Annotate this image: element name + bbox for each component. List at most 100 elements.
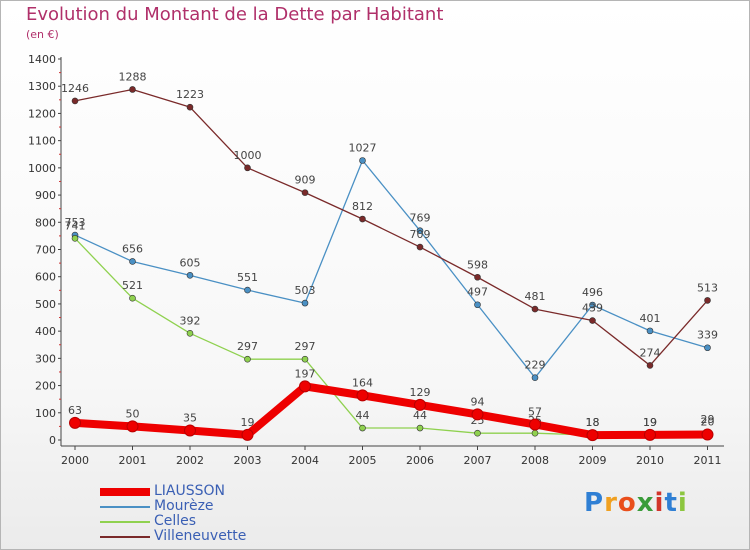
data-label-celles: 297 <box>295 340 316 353</box>
legend-swatch <box>100 521 150 523</box>
logo-letter: t <box>664 488 678 518</box>
data-point-mour-ze <box>646 327 654 335</box>
legend-swatch <box>100 506 150 508</box>
data-point-liausson <box>644 428 656 441</box>
x-tick-label: 2008 <box>521 454 549 467</box>
data-label-villeneuvette: 274 <box>640 346 661 359</box>
data-label-villeneuvette: 709 <box>410 228 431 241</box>
data-label-villeneuvette: 1223 <box>176 88 204 101</box>
data-point-liausson <box>356 389 369 402</box>
data-point-villeneuvette <box>71 97 79 105</box>
y-tick-label: 1000 <box>28 162 56 175</box>
y-tick-label: 900 <box>35 189 56 202</box>
x-tick-label: 2002 <box>176 454 204 467</box>
data-label-liausson: 19 <box>241 416 255 429</box>
legend-label: Celles <box>154 513 197 529</box>
data-label-villeneuvette: 1246 <box>61 82 89 95</box>
data-label-mour-ze: 1027 <box>349 142 377 155</box>
data-point-mour-ze <box>474 301 481 309</box>
data-point-villeneuvette <box>359 215 366 223</box>
legend-swatch <box>100 536 150 538</box>
data-point-villeneuvette <box>589 317 596 324</box>
data-label-celles: 18 <box>586 416 600 429</box>
logo-letter: o <box>617 488 637 518</box>
data-point-liausson <box>414 398 426 411</box>
data-label-celles: 29 <box>701 413 715 426</box>
series-line-mour-ze <box>74 159 709 379</box>
logo-letter: i <box>654 488 665 518</box>
legend-label: LIAUSSON <box>154 483 226 499</box>
data-label-mour-ze: 229 <box>525 359 546 372</box>
data-point-celles <box>129 294 136 302</box>
x-tick-label: 2009 <box>579 454 607 467</box>
x-tick-label: 2005 <box>349 454 377 467</box>
data-label-mour-ze: 551 <box>237 271 258 284</box>
data-label-villeneuvette: 1000 <box>234 149 262 162</box>
data-label-liausson: 63 <box>68 404 82 417</box>
x-tick-label: 2004 <box>291 454 319 467</box>
x-tick-label: 2003 <box>234 454 262 467</box>
logo-letter: r <box>604 488 618 518</box>
data-label-liausson: 35 <box>183 411 197 424</box>
logo-letter: P <box>584 488 605 518</box>
chart-unit: (en €) <box>26 28 59 41</box>
data-label-mour-ze: 401 <box>640 312 661 325</box>
data-label-mour-ze: 496 <box>582 286 603 299</box>
data-label-celles: 521 <box>122 279 143 292</box>
data-point-villeneuvette <box>531 305 539 313</box>
data-point-mour-ze <box>359 157 366 164</box>
data-label-villeneuvette: 1288 <box>119 70 147 83</box>
data-point-villeneuvette <box>474 273 481 281</box>
data-label-mour-ze: 497 <box>467 286 488 299</box>
y-tick-label: 1300 <box>28 80 56 93</box>
data-label-villeneuvette: 439 <box>582 302 603 315</box>
data-label-liausson: 19 <box>643 416 657 429</box>
legend-label: Mourèze <box>154 498 214 514</box>
y-tick-label: 400 <box>35 325 56 338</box>
data-point-villeneuvette <box>244 164 251 172</box>
x-tick-label: 2007 <box>464 454 492 467</box>
data-point-mour-ze <box>416 227 424 235</box>
data-label-liausson: 18 <box>586 416 600 429</box>
y-tick-label: 300 <box>35 352 56 365</box>
data-point-liausson <box>184 424 196 437</box>
y-tick-label: 1200 <box>28 107 56 120</box>
data-label-liausson: 20 <box>701 416 715 429</box>
data-label-celles: 19 <box>643 416 657 429</box>
data-label-celles: 44 <box>413 409 427 422</box>
data-point-mour-ze <box>531 374 539 381</box>
data-label-mour-ze: 339 <box>697 329 718 342</box>
data-point-liausson <box>69 416 81 429</box>
data-point-celles <box>474 429 481 437</box>
data-point-liausson <box>701 428 714 441</box>
y-tick-label: 700 <box>35 244 56 257</box>
x-tick-label: 2010 <box>636 454 664 467</box>
data-point-villeneuvette <box>704 297 711 304</box>
data-label-villeneuvette: 481 <box>525 290 546 303</box>
data-label-liausson: 197 <box>295 367 316 380</box>
data-label-mour-ze: 753 <box>65 216 86 229</box>
x-tick-label: 2001 <box>119 454 147 467</box>
data-point-villeneuvette <box>301 189 309 196</box>
y-tick-label: 1100 <box>28 135 56 148</box>
data-point-liausson <box>471 408 484 421</box>
x-tick-label: 2011 <box>694 454 722 467</box>
data-label-villeneuvette: 812 <box>352 200 373 213</box>
data-label-mour-ze: 503 <box>295 284 316 297</box>
data-label-villeneuvette: 909 <box>295 174 316 187</box>
y-tick-label: 100 <box>35 407 56 420</box>
legend-label: Villeneuvette <box>154 528 247 544</box>
y-tick-label: 0 <box>49 434 56 447</box>
data-point-celles <box>531 429 539 437</box>
data-point-liausson <box>299 380 311 393</box>
data-point-mour-ze <box>129 258 136 265</box>
data-point-mour-ze <box>301 299 309 307</box>
data-point-liausson <box>529 418 541 431</box>
data-point-celles <box>186 330 194 337</box>
series-line-villeneuvette <box>74 88 709 367</box>
y-tick-label: 800 <box>35 216 56 229</box>
data-point-liausson <box>586 429 599 442</box>
y-tick-label: 1400 <box>28 53 56 66</box>
data-point-mour-ze <box>244 286 251 294</box>
